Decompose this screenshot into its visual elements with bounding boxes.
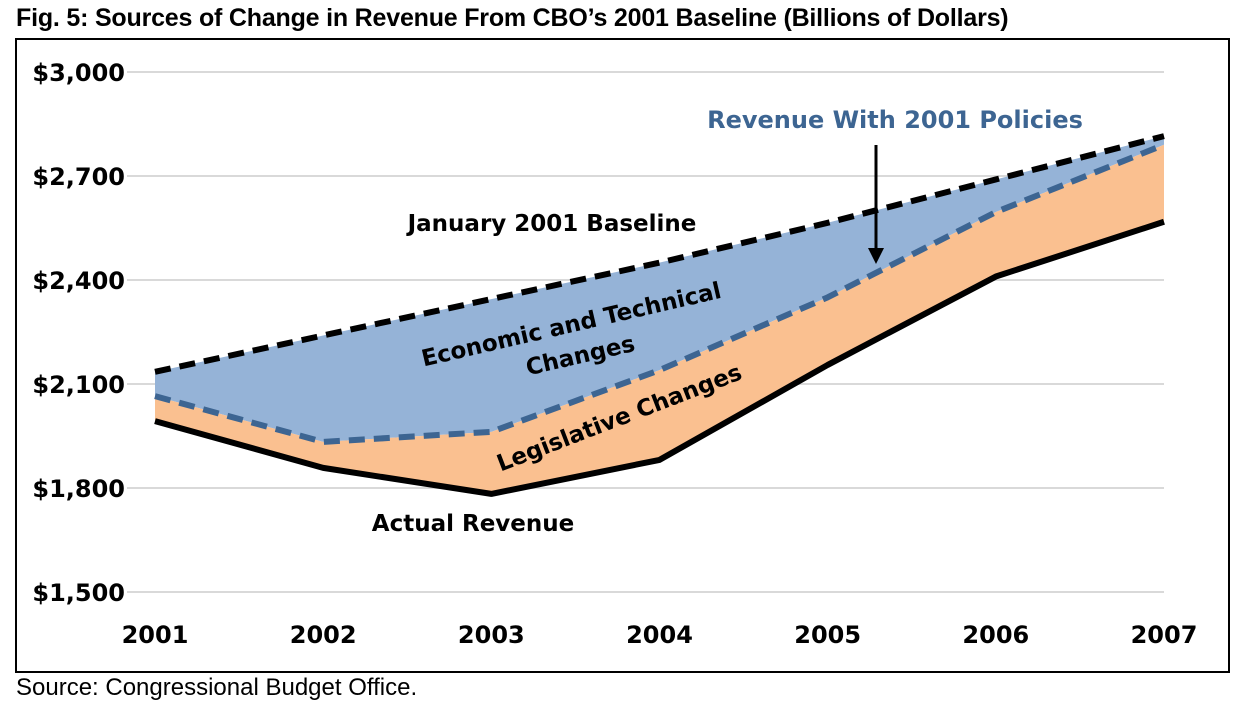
y-tick-label: $1,500 xyxy=(32,579,125,607)
y-axis-ticks: $1,500 $1,800 $2,100 $2,400 $2,700 $3,000 xyxy=(32,59,125,607)
annotation-arrow-head xyxy=(868,248,884,264)
x-tick-label: 2002 xyxy=(290,621,357,649)
y-tick-label: $2,400 xyxy=(32,267,125,295)
band-legislative-changes xyxy=(155,144,1164,494)
annotation-policies: Revenue With 2001 Policies xyxy=(707,106,1083,134)
x-tick-label: 2005 xyxy=(794,621,861,649)
series-lines xyxy=(154,133,1166,497)
x-tick-label: 2003 xyxy=(458,621,525,649)
source-note: Source: Congressional Budget Office. xyxy=(16,674,418,701)
x-tick-label: 2004 xyxy=(626,621,693,649)
chart-frame xyxy=(15,38,1230,673)
chart-title: Fig. 5: Sources of Change in Revenue Fro… xyxy=(16,4,1009,32)
x-tick-label: 2007 xyxy=(1131,621,1198,649)
line-actual-revenue xyxy=(154,218,1165,497)
annotation-baseline: January 2001 Baseline xyxy=(406,211,697,237)
y-tick-label: $2,100 xyxy=(32,371,125,399)
y-tick-label: $2,700 xyxy=(32,163,125,191)
y-tick-label: $3,000 xyxy=(32,59,125,87)
line-january-2001-baseline xyxy=(154,133,1165,375)
x-tick-label: 2006 xyxy=(962,621,1029,649)
band-economic-and-technical-changes xyxy=(155,136,1164,442)
x-axis-ticks: 2001 2002 2003 2004 2005 2006 2007 xyxy=(122,621,1198,649)
x-tick-label: 2001 xyxy=(122,621,189,649)
y-tick-label: $1,800 xyxy=(32,475,125,503)
area-bands xyxy=(155,136,1164,494)
annotation-actual: Actual Revenue xyxy=(372,511,574,537)
